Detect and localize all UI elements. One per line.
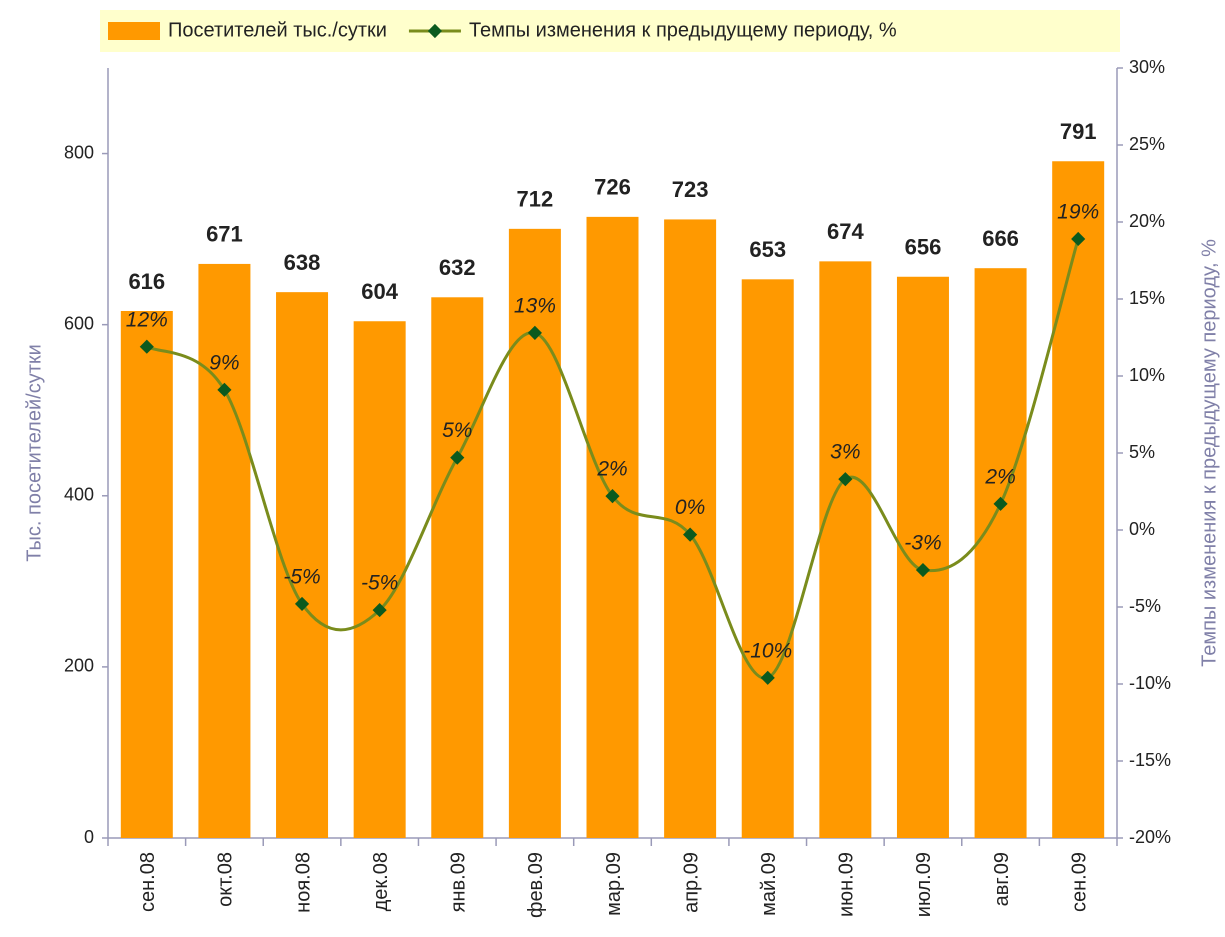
- y2-tick-label: 25%: [1129, 134, 1165, 154]
- bar-value-label: 674: [827, 219, 864, 244]
- x-tick-label: ноя.08: [292, 852, 314, 913]
- bar: [120, 310, 173, 838]
- legend-marker: [427, 23, 443, 39]
- bar: [741, 279, 794, 838]
- y2-tick-label: 10%: [1129, 365, 1165, 385]
- line-value-label: -3%: [904, 532, 941, 555]
- y-axis-label: Тыс. посетителей/сутки: [23, 344, 45, 562]
- y2-tick-label: -15%: [1129, 750, 1171, 770]
- y-tick-label: 400: [64, 485, 94, 505]
- line-value-label: 3%: [830, 441, 860, 464]
- line-marker: [683, 527, 698, 542]
- line-marker: [450, 450, 465, 465]
- line-marker: [605, 489, 620, 504]
- line-value-label: 2%: [984, 465, 1015, 488]
- bar: [896, 276, 949, 838]
- y-tick-label: 800: [64, 142, 94, 162]
- y2-tick-label: 0%: [1129, 519, 1155, 539]
- bar-value-label: 604: [361, 279, 398, 304]
- bar-value-label: 616: [128, 269, 165, 294]
- legend-background: [100, 10, 1120, 52]
- bar-value-label: 632: [439, 255, 476, 280]
- line-marker: [915, 562, 931, 578]
- line-value-label: -10%: [743, 639, 792, 662]
- y2-tick-label: 30%: [1129, 57, 1165, 77]
- y2-tick-label: -5%: [1129, 596, 1161, 616]
- bar: [353, 321, 406, 838]
- x-tick-label: окт.08: [215, 852, 237, 907]
- x-tick-label: сен.09: [1068, 852, 1090, 912]
- bar-value-label: 653: [749, 237, 786, 262]
- line-value-label: 19%: [1057, 200, 1099, 223]
- line-value-label: 2%: [596, 458, 627, 481]
- y-tick-label: 0: [84, 827, 94, 847]
- legend-swatch: [108, 22, 160, 40]
- line-value-label: -5%: [283, 565, 320, 588]
- legend-label: Темпы изменения к предыдущему периоду, %: [469, 19, 897, 41]
- line-marker: [294, 596, 310, 611]
- x-tick-label: май.09: [758, 852, 780, 916]
- bar: [1052, 161, 1105, 838]
- y2-tick-label: 5%: [1129, 442, 1155, 462]
- line-marker: [1071, 231, 1086, 247]
- bar: [198, 263, 251, 838]
- legend-label: Посетителей тыс./сутки: [168, 19, 387, 41]
- x-tick-label: июл.09: [913, 852, 935, 917]
- y-tick-label: 200: [64, 656, 94, 676]
- line-marker: [760, 670, 775, 685]
- bar-value-label: 666: [982, 226, 1019, 251]
- bar: [586, 216, 639, 838]
- line-value-label: 9%: [209, 351, 239, 374]
- line-value-label: 13%: [514, 294, 556, 317]
- bar-value-label: 723: [672, 177, 709, 202]
- x-tick-label: янв.09: [448, 852, 470, 912]
- bar: [431, 297, 484, 838]
- y-tick-label: 600: [64, 313, 94, 333]
- x-tick-label: авг.09: [991, 852, 1013, 906]
- line-value-label: 5%: [442, 419, 472, 442]
- line-marker: [527, 325, 542, 340]
- bar-value-label: 791: [1060, 119, 1097, 144]
- x-tick-label: фев.09: [525, 852, 547, 918]
- y2-tick-label: 20%: [1129, 211, 1165, 231]
- line-marker: [372, 603, 387, 618]
- y2-axis-label: Темпы изменения к предыдущему периоду, %: [1198, 239, 1220, 667]
- x-tick-label: апр.09: [680, 852, 702, 913]
- x-tick-label: дек.08: [370, 852, 392, 911]
- line-marker: [139, 339, 154, 354]
- x-tick-label: мар.09: [603, 852, 625, 916]
- bar: [974, 268, 1027, 838]
- bar-value-label: 671: [206, 222, 243, 247]
- y2-tick-label: -10%: [1129, 673, 1171, 693]
- x-tick-label: июн.09: [836, 852, 858, 917]
- bar-value-label: 638: [284, 250, 321, 275]
- line-marker: [217, 382, 232, 397]
- y2-tick-label: -20%: [1129, 827, 1171, 847]
- line-marker: [838, 472, 853, 487]
- x-tick-label: сен.08: [137, 852, 159, 912]
- bar-value-label: 656: [905, 235, 942, 260]
- line-marker: [993, 496, 1008, 511]
- line-value-label: -5%: [361, 572, 398, 595]
- bar: [819, 261, 872, 838]
- y2-tick-label: 15%: [1129, 288, 1165, 308]
- line-value-label: 12%: [126, 308, 168, 331]
- line-value-label: 0%: [675, 496, 705, 519]
- bar-value-label: 712: [517, 187, 554, 212]
- bar-value-label: 726: [594, 175, 631, 200]
- bar: [508, 228, 561, 838]
